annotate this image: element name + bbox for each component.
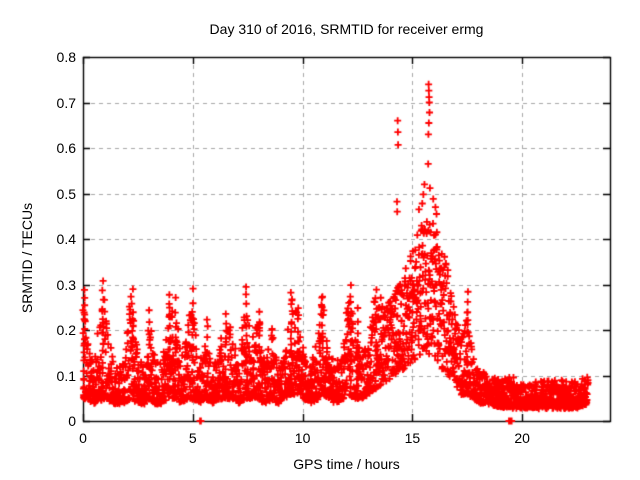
y-tick-label: 0.2: [56, 322, 76, 338]
y-tick-label: 0.5: [56, 185, 76, 202]
y-tick-label: 0.1: [56, 367, 76, 384]
y-tick-label: 0.4: [56, 231, 76, 247]
x-tick-label: 15: [404, 430, 421, 446]
x-tick-label: 5: [188, 430, 197, 446]
x-tick-label: 0: [79, 430, 87, 446]
x-tick-label: 10: [294, 430, 311, 446]
y-axis-title: SRMTID / TECUs: [19, 202, 35, 314]
y-tick-label: 0.3: [56, 276, 76, 293]
chart-title: Day 310 of 2016, SRMTID for receiver erm…: [209, 21, 484, 37]
y-tick-label: 0.7: [56, 94, 76, 111]
y-tick-label: 0.6: [56, 140, 76, 156]
y-tick-label: 0: [68, 413, 76, 429]
x-axis-title: GPS time / hours: [293, 456, 400, 472]
y-tick-label: 0.8: [56, 49, 76, 65]
x-tick-label: 20: [514, 430, 530, 446]
